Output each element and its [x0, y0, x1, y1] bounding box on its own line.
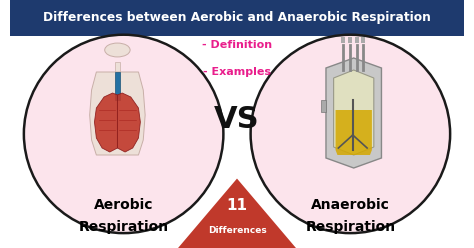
Ellipse shape: [251, 35, 450, 233]
Text: Anaerobic: Anaerobic: [311, 198, 390, 212]
Bar: [348, 37, 352, 43]
Polygon shape: [326, 58, 382, 168]
Text: VS: VS: [214, 105, 260, 133]
Polygon shape: [334, 70, 374, 155]
Text: - Examples: - Examples: [203, 67, 271, 77]
Polygon shape: [321, 100, 326, 112]
Polygon shape: [178, 179, 296, 248]
Polygon shape: [115, 62, 120, 72]
Polygon shape: [336, 110, 372, 155]
Text: Differences between Aerobic and Anaerobic Respiration: Differences between Aerobic and Anaerobi…: [43, 11, 431, 25]
Polygon shape: [115, 72, 120, 100]
Polygon shape: [118, 93, 140, 152]
Text: Respiration: Respiration: [305, 220, 395, 234]
Bar: [341, 37, 345, 43]
Bar: [361, 37, 365, 43]
Bar: [10, 0, 464, 36]
Circle shape: [105, 43, 130, 57]
Bar: [355, 37, 358, 43]
Text: Differences: Differences: [208, 226, 266, 235]
Polygon shape: [94, 93, 118, 152]
Polygon shape: [90, 72, 145, 155]
Text: - Definition: - Definition: [202, 40, 272, 50]
Text: 11: 11: [227, 198, 247, 213]
Ellipse shape: [24, 35, 223, 233]
Text: Respiration: Respiration: [79, 220, 169, 234]
Text: Aerobic: Aerobic: [94, 198, 154, 212]
